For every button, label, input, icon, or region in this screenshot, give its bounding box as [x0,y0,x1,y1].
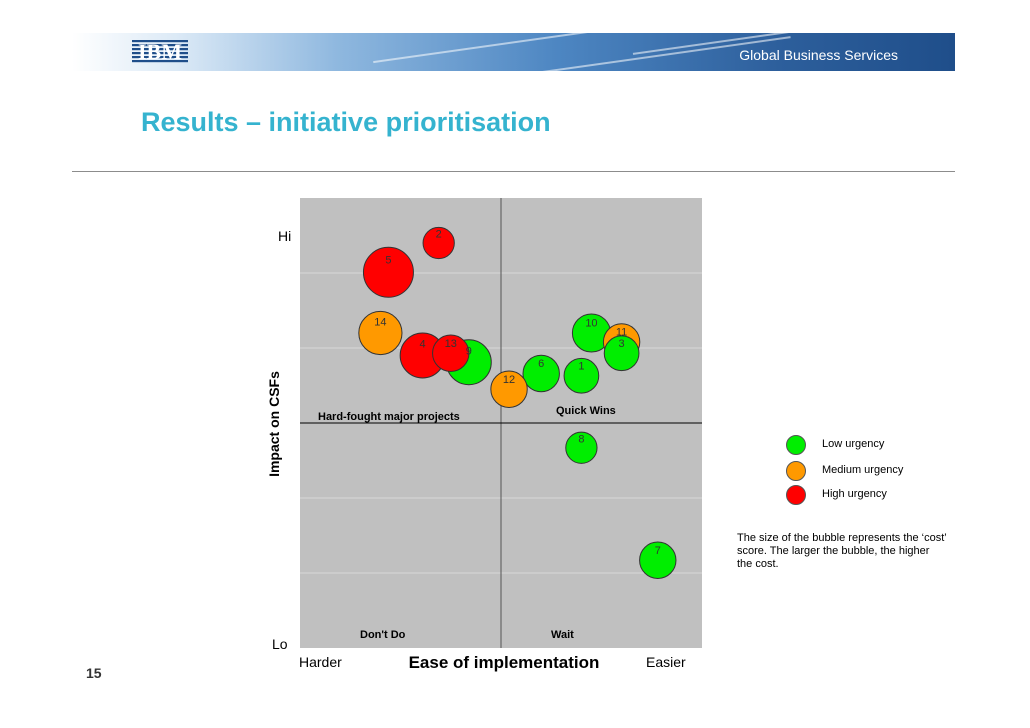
bubble-label: 4 [420,339,426,351]
bubble-label: 9 [466,345,472,357]
bubble-circle [522,354,560,393]
quadrant-label-bottom-right: Wait [551,629,574,641]
bubble-circle [639,541,677,579]
bubble-circle [432,334,470,372]
bubble-12 [490,370,528,408]
slide-title: Results – initiative prioritisation [141,107,551,137]
y-high-label: Hi [278,228,291,244]
svg-text:IBM: IBM [138,39,182,64]
bubble-circle [603,335,640,372]
bubble-label: 12 [503,374,515,386]
bubble-circle [565,431,598,464]
page-number: 15 [86,665,102,681]
legend-label-medium: Medium urgency [822,464,904,476]
bubble-circle [563,357,600,394]
bubble-5 [362,246,414,298]
bubble-circle [422,226,455,260]
legend-label-high: High urgency [822,488,887,500]
bubble-3 [603,335,640,372]
x-axis-title: Ease of implementation [409,653,600,672]
bubble-label: 13 [445,338,457,350]
bubble-label: 2 [436,229,442,241]
y-axis-title: Impact on CSFs [266,371,282,477]
bubble-label: 1 [578,361,584,373]
bubble-label: 14 [374,316,386,328]
bubble-label: 6 [538,358,544,370]
bubble-6 [522,354,560,393]
bubble-label: 10 [585,317,597,329]
bubble-size-note: The size of the bubble represents the ‘c… [737,532,947,570]
bubble-8 [565,431,598,464]
bubble-14 [358,310,403,356]
legend-swatch-low [786,435,806,455]
quadrant-label-bottom-left: Don't Do [360,629,406,641]
bubble-label: 5 [385,255,391,267]
quadrant-label-top-right: Quick Wins [556,405,616,417]
quadrant-label-top-left: Hard-fought major projects [318,411,460,423]
title-divider [72,171,955,172]
bubble-label: 11 [616,327,627,339]
y-low-label: Lo [272,636,288,652]
x-low-label: Harder [299,654,342,670]
bubbles: 2 5 14 4 13 9 10 113 6 1 12 8 7 [358,226,677,579]
legend-label-low: Low urgency [822,438,885,450]
division-label: Global Business Services [739,47,898,63]
bubble-label: 3 [619,338,625,350]
bubble-2 [422,226,455,260]
legend-swatch-high [786,485,806,505]
bubble-circle [358,310,403,356]
bubble-13 [432,334,470,372]
bubble-circle [362,246,414,298]
header-banner: IBM Global Business Services [72,33,955,71]
bubble-label: 7 [655,545,661,557]
bubble-1 [563,357,600,394]
bubble-7 [639,541,677,579]
x-high-label: Easier [646,654,686,670]
bubble-circle [490,370,528,408]
bubble-label: 8 [578,433,584,445]
ibm-logo: IBM [132,39,188,64]
legend-swatch-medium [786,461,806,481]
quadrant-lines [300,198,702,648]
